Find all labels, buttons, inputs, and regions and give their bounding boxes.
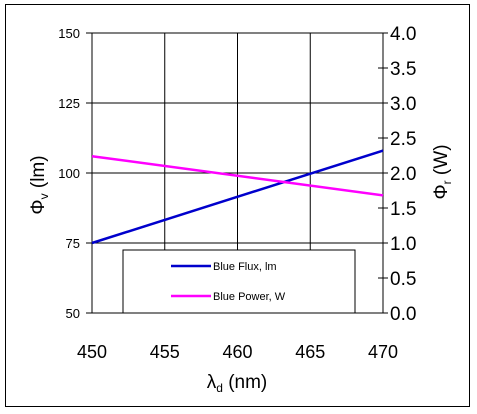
y-right-tick-label: 4.0 [390, 24, 416, 45]
tick-marks [86, 32, 388, 314]
tick-labels: 450 455 460 465 470 50 75 100 125 150 0.0 0.5 1.0 1.5… [58, 24, 416, 362]
x-axis-title: λd (nm) [207, 372, 268, 395]
y-right-tick-label: 3.0 [390, 94, 416, 115]
y-right-tick-label: 2.5 [390, 129, 416, 150]
y-left-tick-label: 150 [58, 26, 80, 41]
y-right-tick-label: 3.5 [390, 59, 416, 80]
y-left-tick-label: 50 [66, 306, 80, 321]
y-right-tick-label: 0.0 [390, 304, 416, 325]
y-left-tick-label: 75 [66, 236, 80, 251]
x-tick-label: 465 [295, 342, 325, 362]
y-right-tick-label: 1.0 [390, 234, 416, 255]
axis-titles: λd (nm) Φv (lm) Φr (W) [28, 144, 454, 395]
series-line-1 [91, 154, 384, 197]
x-tick-label: 450 [77, 342, 107, 362]
y-right-axis-title: Φr (W) [431, 144, 454, 199]
y-left-tick-label: 100 [58, 166, 80, 181]
legend: Blue Flux, lm Blue Power, W [122, 249, 356, 314]
y-right-tick-label: 1.5 [390, 199, 416, 220]
series-lines [91, 149, 384, 245]
legend-label-0: Blue Flux, lm [213, 261, 277, 273]
y-left-axis-title: Φv (lm) [28, 155, 51, 214]
series-line-0 [91, 149, 384, 245]
x-tick-label: 460 [222, 342, 252, 362]
y-right-tick-label: 2.0 [390, 164, 416, 185]
x-tick-label: 470 [368, 342, 398, 362]
legend-box [122, 249, 356, 314]
y-right-tick-label: 0.5 [390, 269, 416, 290]
legend-label-1: Blue Power, W [213, 291, 286, 303]
y-left-tick-label: 125 [58, 96, 80, 111]
x-tick-label: 455 [150, 342, 180, 362]
